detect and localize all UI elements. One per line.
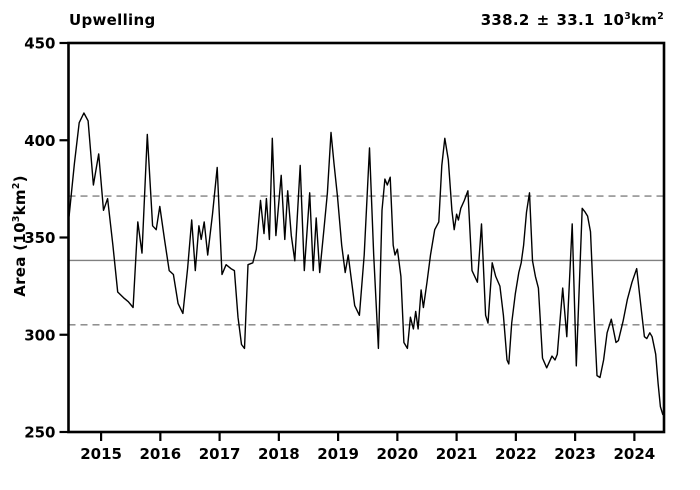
ylabel-exp2: 2 — [11, 182, 22, 190]
x-tick-label: 2022 — [495, 445, 537, 463]
y-tick-label: 350 — [24, 229, 55, 247]
ylabel-exp: 3 — [11, 215, 22, 223]
y-axis-label: Area (103km2) — [11, 136, 29, 336]
stats-unit-base: 10 — [602, 11, 625, 29]
x-tick-label: 2021 — [436, 445, 478, 463]
x-tick-label: 2016 — [139, 445, 181, 463]
y-tick-label: 400 — [24, 132, 55, 150]
stats-mean: 338.2 — [480, 11, 530, 29]
stats-unit-exp2: 2 — [657, 11, 664, 22]
data-series-line — [68, 112, 664, 416]
x-tick-label: 2024 — [613, 445, 655, 463]
stats-unit-exp: 3 — [624, 11, 631, 22]
chart-title: Upwelling — [69, 11, 156, 29]
ylabel-mid: km — [11, 189, 29, 216]
plus-minus-sign: ± — [536, 11, 550, 29]
stats-unit-name: km — [631, 11, 658, 29]
x-tick-label: 2019 — [317, 445, 359, 463]
x-tick-label: 2023 — [554, 445, 596, 463]
ylabel-pre: Area (10 — [11, 222, 29, 297]
y-tick-label: 250 — [24, 424, 55, 442]
x-tick-label: 2018 — [258, 445, 300, 463]
axes-box — [67, 41, 666, 434]
ylabel-post: ) — [11, 175, 29, 183]
x-tick-label: 2015 — [80, 445, 122, 463]
x-tick-label: 2020 — [376, 445, 418, 463]
y-tick-label: 300 — [24, 326, 55, 344]
x-tick-label: 2017 — [199, 445, 241, 463]
y-tick-label: 450 — [24, 35, 55, 53]
chart-stats-annotation: 338.2 ±33.1 103km2 — [481, 11, 664, 29]
stats-std: 33.1 — [556, 11, 595, 29]
